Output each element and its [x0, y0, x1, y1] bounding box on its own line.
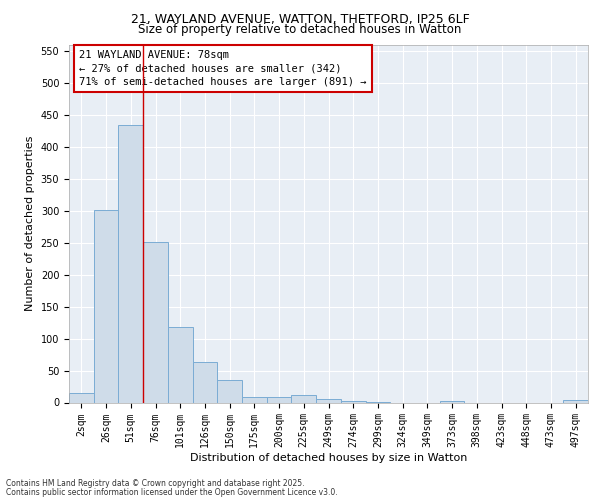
- Text: 21, WAYLAND AVENUE, WATTON, THETFORD, IP25 6LF: 21, WAYLAND AVENUE, WATTON, THETFORD, IP…: [131, 12, 469, 26]
- Bar: [563, 400, 588, 402]
- Bar: [69, 393, 94, 402]
- Bar: [193, 362, 217, 403]
- Text: 21 WAYLAND AVENUE: 78sqm
← 27% of detached houses are smaller (342)
71% of semi-: 21 WAYLAND AVENUE: 78sqm ← 27% of detach…: [79, 50, 367, 87]
- Bar: [168, 327, 193, 402]
- X-axis label: Distribution of detached houses by size in Watton: Distribution of detached houses by size …: [190, 453, 467, 463]
- Bar: [341, 400, 365, 402]
- Bar: [267, 397, 292, 402]
- Bar: [316, 400, 341, 402]
- Bar: [217, 380, 242, 402]
- Text: Contains public sector information licensed under the Open Government Licence v3: Contains public sector information licen…: [6, 488, 338, 497]
- Text: Contains HM Land Registry data © Crown copyright and database right 2025.: Contains HM Land Registry data © Crown c…: [6, 479, 305, 488]
- Bar: [292, 396, 316, 402]
- Y-axis label: Number of detached properties: Number of detached properties: [25, 136, 35, 312]
- Bar: [440, 400, 464, 402]
- Bar: [118, 125, 143, 402]
- Text: Size of property relative to detached houses in Watton: Size of property relative to detached ho…: [139, 22, 461, 36]
- Bar: [242, 398, 267, 402]
- Bar: [94, 210, 118, 402]
- Bar: [143, 242, 168, 402]
